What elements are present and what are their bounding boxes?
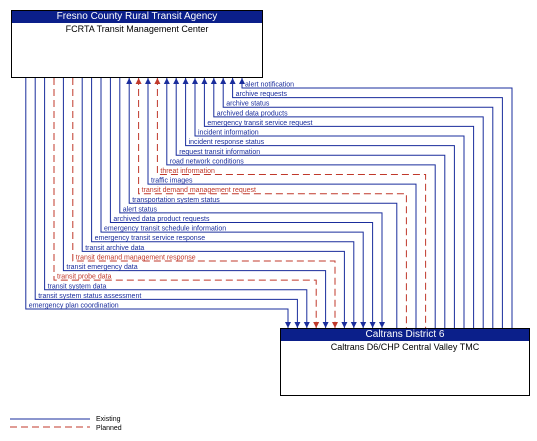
flow-label: archive status	[226, 101, 270, 108]
flow-label: archived data products	[217, 110, 288, 117]
flow-label: archived data product requests	[113, 216, 210, 223]
flow-label: transit archive data	[85, 245, 144, 252]
flow-23: transit system status assessment	[34, 78, 301, 328]
flow-label: emergency transit service request	[207, 120, 312, 127]
flow-label: emergency plan coordination	[29, 303, 119, 310]
fcrta-node[interactable]: Fresno County Rural Transit Agency FCRTA…	[11, 10, 263, 78]
flow-4: archived data products	[210, 78, 484, 328]
flow-16: emergency transit schedule information	[100, 78, 367, 328]
flow-label: archive requests	[236, 91, 288, 98]
flow-label: transportation system status	[132, 197, 220, 204]
flow-lines: alert notification archive requests archiv…	[25, 78, 513, 328]
fcrta-name-label: FCRTA Transit Management Center	[65, 24, 209, 34]
flow-3: archive status	[220, 78, 494, 328]
flow-6: incident information	[192, 78, 465, 328]
flow-label: request transit information	[179, 149, 260, 156]
flow-label: emergency transit schedule information	[104, 226, 226, 233]
flow-5: emergency transit service request	[201, 78, 475, 328]
flow-8: request transit information	[173, 78, 446, 328]
legend-planned-label: Planned	[96, 425, 122, 432]
flow-label: transit demand management request	[142, 187, 256, 194]
flow-label: transit probe data	[57, 274, 112, 281]
flow-label: transit system data	[48, 283, 107, 290]
flow-22: transit system data	[44, 78, 310, 328]
flow-1: alert notification	[239, 78, 513, 328]
flow-label: transit demand management response	[76, 254, 196, 261]
flow-label: alert notification	[245, 82, 294, 89]
flow-12: transit demand management request	[135, 78, 407, 328]
flow-10: threat information	[154, 78, 427, 328]
flow-20: transit emergency data	[62, 78, 329, 328]
flow-13: transportation system status	[126, 78, 398, 328]
legend-existing-label: Existing	[96, 416, 121, 423]
flow-2: archive requests	[229, 78, 503, 328]
flow-label: incident information	[198, 130, 259, 137]
caltrans-name-label: Caltrans D6/CHP Central Valley TMC	[330, 342, 480, 352]
flow-label: transit emergency data	[66, 264, 137, 271]
flow-label: incident response status	[189, 139, 265, 146]
flow-19: transit demand management response	[72, 78, 338, 328]
flow-label: threat information	[160, 168, 215, 175]
caltrans-org-label: Caltrans District 6	[281, 329, 529, 341]
flow-14: alert status	[119, 78, 385, 328]
flow-11: traffic images	[145, 78, 417, 328]
flow-24: emergency plan coordination	[25, 78, 291, 328]
flow-21: transit probe data	[53, 78, 320, 328]
flow-15: archived data product requests	[109, 78, 376, 328]
legend: Existing Planned	[10, 416, 122, 432]
flow-18: transit archive data	[81, 78, 348, 328]
flow-label: transit system status assessment	[38, 293, 141, 300]
flow-9: road network conditions	[163, 78, 436, 328]
flow-label: alert status	[123, 206, 158, 213]
flow-17: emergency transit service response	[91, 78, 357, 328]
flow-label: emergency transit service response	[95, 235, 206, 242]
fcrta-org-label: Fresno County Rural Transit Agency	[12, 11, 262, 23]
flow-7: incident response status	[182, 78, 455, 328]
caltrans-node[interactable]: Caltrans District 6 Caltrans D6/CHP Cent…	[280, 328, 530, 396]
flow-label: traffic images	[151, 178, 193, 185]
flow-label: road network conditions	[170, 158, 244, 165]
